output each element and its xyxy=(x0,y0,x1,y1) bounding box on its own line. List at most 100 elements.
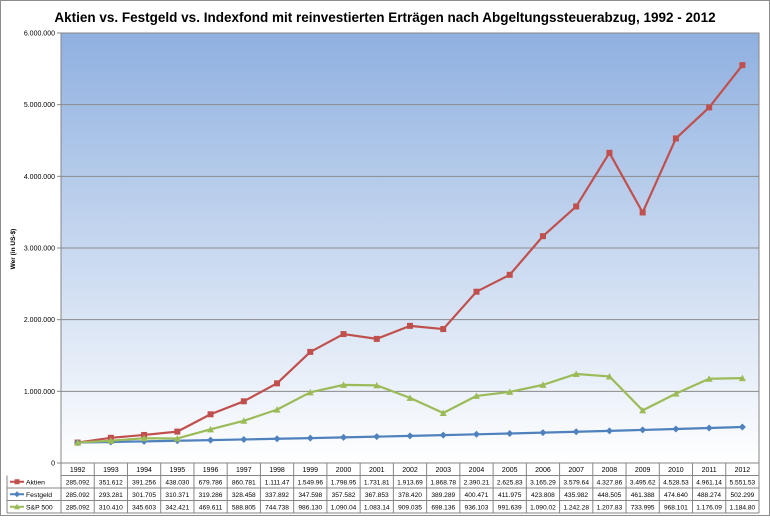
data-point xyxy=(74,439,82,446)
y-tick-label: 5.000.000 xyxy=(24,102,55,109)
table-cell: 293.281 xyxy=(99,492,123,499)
table-cell: 698.136 xyxy=(431,504,455,511)
data-point xyxy=(572,370,580,377)
table-cell: 4.961.14 xyxy=(696,479,722,486)
data-point xyxy=(639,209,646,216)
table-cell: 438.030 xyxy=(165,479,189,486)
data-point xyxy=(274,380,281,387)
data-point xyxy=(639,426,647,434)
table-cell: 310.410 xyxy=(99,504,123,511)
table-cell: 4.528.53 xyxy=(663,479,689,486)
table-cell: 4.327.86 xyxy=(597,479,623,486)
table-cell: 986.130 xyxy=(298,504,322,511)
data-point xyxy=(207,436,215,444)
legend-entry: Aktien xyxy=(26,479,45,486)
table-cell: 367.853 xyxy=(365,492,389,499)
x-tick-label: 1994 xyxy=(136,467,152,474)
table-cell: 400.471 xyxy=(465,492,489,499)
data-point xyxy=(439,431,447,439)
data-point xyxy=(373,433,381,441)
data-point xyxy=(738,374,746,382)
legend-entry: Festgeld xyxy=(26,492,52,499)
data-point xyxy=(473,288,480,295)
table-cell: 991.639 xyxy=(498,504,522,511)
legend-key-marker xyxy=(14,479,20,485)
data-point xyxy=(307,348,314,355)
data-point xyxy=(140,434,148,442)
data-point xyxy=(207,425,215,433)
table-cell: 1.731.81 xyxy=(364,479,390,486)
table-cell: 1.176.09 xyxy=(696,504,722,511)
x-tick-label: 1997 xyxy=(236,467,252,474)
data-point xyxy=(672,425,680,433)
table-cell: 5.551.53 xyxy=(730,479,756,486)
table-cell: 3.495.62 xyxy=(630,479,656,486)
data-point xyxy=(240,417,248,424)
data-point xyxy=(340,381,348,388)
table-cell: 1.184.80 xyxy=(730,504,756,511)
data-point xyxy=(705,375,713,382)
y-tick-label: 3.000.000 xyxy=(24,246,55,253)
legend-key-marker xyxy=(14,491,20,498)
y-axis-label: Wer (in US-$) xyxy=(10,229,17,270)
x-tick-label: 2011 xyxy=(702,467,717,474)
y-tick-label: 2.000.000 xyxy=(24,317,55,324)
table-cell: 1.083.14 xyxy=(364,504,390,511)
data-point xyxy=(573,203,580,210)
table-cell: 968.101 xyxy=(664,504,688,511)
table-cell: 1.242.28 xyxy=(563,504,589,511)
table-cell: 351.612 xyxy=(99,479,123,486)
data-point xyxy=(539,429,547,437)
table-cell: 1.090.02 xyxy=(530,504,556,511)
table-cell: 285.092 xyxy=(66,504,90,511)
series-lines xyxy=(74,62,746,447)
data-point xyxy=(340,331,347,338)
table-cell: 285.092 xyxy=(66,492,90,499)
x-tick-label: 2008 xyxy=(602,467,618,474)
data-point xyxy=(672,390,680,397)
x-tick-label: 2005 xyxy=(502,467,518,474)
x-tick-label: 2003 xyxy=(435,467,451,474)
table-cell: 337.892 xyxy=(265,492,289,499)
table-cell: 488.274 xyxy=(697,492,721,499)
table-cell: 1.868.78 xyxy=(430,479,456,486)
data-point xyxy=(506,388,514,395)
data-point xyxy=(539,381,547,388)
data-point xyxy=(605,427,613,435)
table-cell: 389.289 xyxy=(431,492,455,499)
table-cell: 1.549.96 xyxy=(297,479,323,486)
table-cell: 469.611 xyxy=(199,504,223,511)
x-tick-label: 1993 xyxy=(103,467,119,474)
x-tick-label: 2012 xyxy=(735,467,751,474)
data-point xyxy=(107,437,115,444)
legend-entry: S&P 500 xyxy=(26,504,53,511)
table-cell: 744.738 xyxy=(265,504,289,511)
table-cell: 345.603 xyxy=(132,504,156,511)
data-point xyxy=(406,432,414,440)
data-point xyxy=(306,388,314,396)
data-point xyxy=(606,149,613,156)
table-cell: 1.207.83 xyxy=(597,504,623,511)
data-point xyxy=(407,322,413,329)
table-cell: 347.598 xyxy=(298,492,322,499)
table-cell: 435.982 xyxy=(564,492,588,499)
y-tick-label: 6.000.000 xyxy=(24,31,55,38)
y-axis: 0 1.000.000 2.000.000 3.000.000 4.000.000 5.0… xyxy=(24,31,61,468)
gridlines xyxy=(61,104,759,392)
data-point xyxy=(706,104,713,111)
x-tick-label: 2007 xyxy=(568,467,584,474)
table-cell: 319.286 xyxy=(199,492,223,499)
y-tick-label: 1.000.000 xyxy=(24,389,55,396)
table-cell: 3.579.64 xyxy=(563,479,589,486)
table-cell: 328.458 xyxy=(232,492,256,499)
data-point xyxy=(406,394,414,401)
table-cell: 502.299 xyxy=(730,492,754,499)
table-cell: 461.388 xyxy=(631,492,655,499)
data-point xyxy=(174,428,181,435)
table-cell: 1.798.95 xyxy=(331,479,357,486)
data-table: 1992 1993 1994 1995 1996 1997 1998 1999 2000 2001… xyxy=(6,463,760,514)
data-point xyxy=(472,430,480,438)
x-tick-label: 2006 xyxy=(535,467,551,474)
x-tick-label: 2010 xyxy=(668,467,684,474)
